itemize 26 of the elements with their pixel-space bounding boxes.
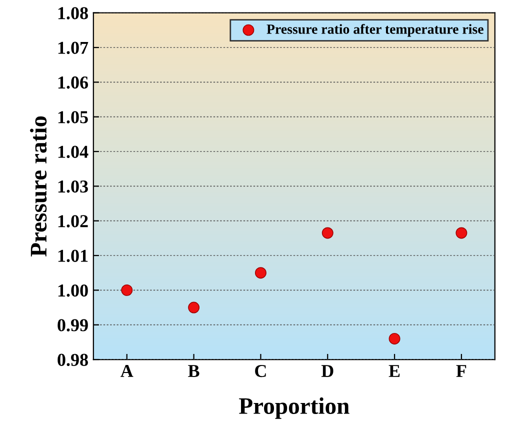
point: [254, 267, 266, 279]
y-tick-label: 0.98: [58, 354, 88, 366]
y-tick-label: 1.05: [58, 111, 88, 124]
x-tick-label: D: [321, 365, 334, 377]
point: [456, 227, 468, 239]
y-tick-label: 1.00: [58, 284, 88, 297]
y-tick-label: 0.99: [58, 319, 88, 332]
y-tick-label: 1.06: [58, 76, 88, 89]
point: [121, 284, 133, 296]
x-tick-label: E: [388, 365, 400, 377]
point: [388, 332, 400, 344]
y-tick-label: 1.03: [58, 180, 88, 193]
y-tick-label: 1.07: [58, 42, 88, 54]
y-tick-label: 1.08: [58, 7, 88, 20]
y-tick-label: 1.02: [58, 215, 88, 228]
y-tick-label: 1.04: [58, 146, 88, 158]
x-tick-label: A: [120, 364, 134, 377]
x-tick-label: C: [255, 364, 266, 378]
legend-label: Pressure ratio after temperature rise: [266, 24, 484, 37]
y-axis-title: Pressure ratio: [30, 116, 47, 256]
x-axis-title: Proportion: [239, 397, 350, 419]
point: [188, 302, 200, 314]
x-tick-label: B: [188, 365, 200, 377]
x-tick-label: F: [456, 365, 466, 377]
point: [322, 227, 334, 239]
y-tick-label: 1.01: [58, 250, 88, 262]
